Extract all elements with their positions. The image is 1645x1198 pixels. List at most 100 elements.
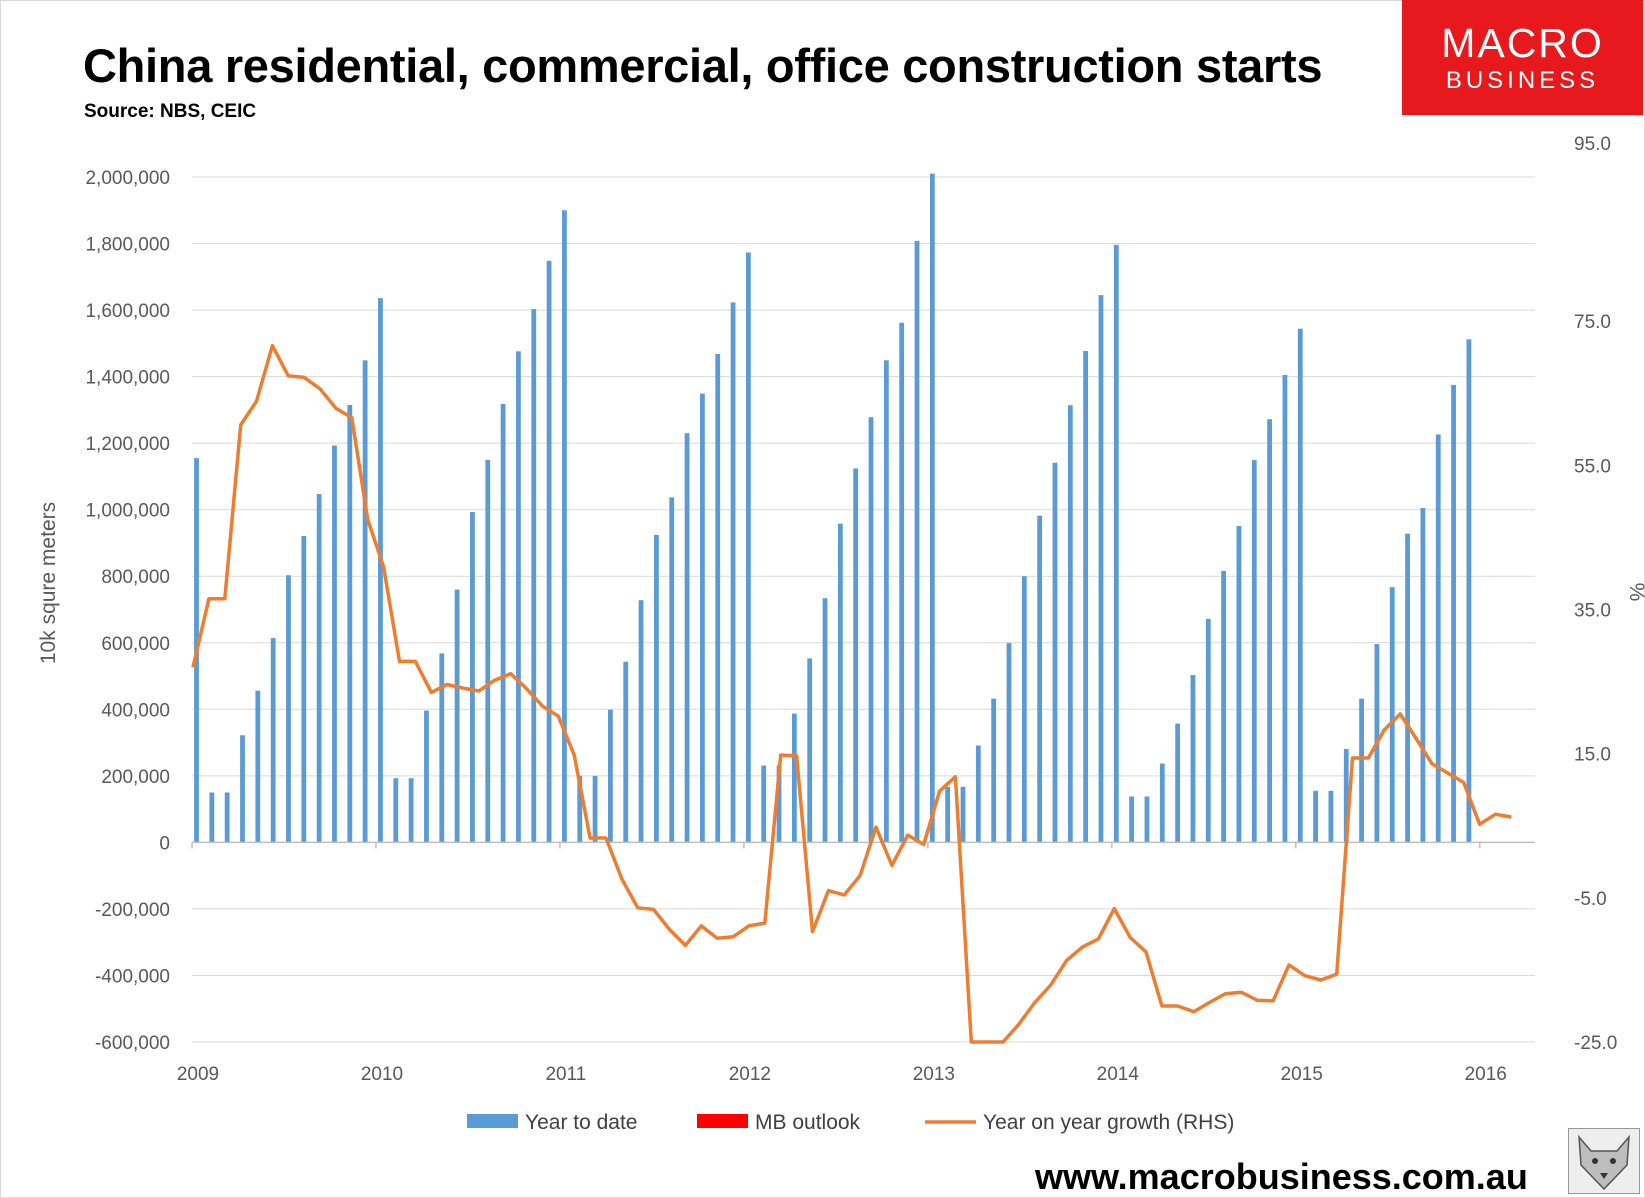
bar xyxy=(347,404,353,843)
bar xyxy=(1067,405,1073,843)
bar xyxy=(577,775,583,843)
bar xyxy=(837,523,843,843)
x-tick-label: 2016 xyxy=(1465,1064,1507,1085)
y-tick-label: -400,000 xyxy=(95,966,170,987)
year-to-date-bars xyxy=(194,173,1472,843)
wolf-icon xyxy=(1578,1134,1630,1191)
bar xyxy=(1037,515,1043,843)
y-tick-label: 200,000 xyxy=(101,767,170,788)
bar xyxy=(592,775,598,843)
bar xyxy=(332,445,337,843)
y2-tick-label: -5.0 xyxy=(1574,889,1607,910)
y-axis-right-ticks: 95.0 75.0 55.0 35.0 15.0 -5.0 -25.0 xyxy=(1574,134,1617,1054)
bar xyxy=(1359,698,1364,843)
y-tick-label: 1,800,000 xyxy=(85,235,170,256)
y-tick-label: -200,000 xyxy=(95,900,170,921)
legend-label-yoy-growth: Year on year growth (RHS) xyxy=(983,1111,1234,1134)
bar xyxy=(1221,570,1227,843)
bar xyxy=(1466,339,1472,843)
y2-tick-label: 75.0 xyxy=(1574,312,1611,333)
x-tick-label: 2013 xyxy=(913,1064,955,1085)
bar xyxy=(562,210,567,843)
bar xyxy=(1420,508,1426,843)
bar xyxy=(975,745,981,843)
x-tick-label: 2009 xyxy=(177,1064,219,1085)
x-axis-ticks: 2009 2010 2011 2012 2013 2014 2015 2016 xyxy=(177,1064,1507,1085)
bar xyxy=(1389,587,1395,843)
x-tick-label: 2012 xyxy=(729,1064,771,1085)
y-tick-label: 800,000 xyxy=(101,567,170,588)
bar xyxy=(807,658,813,843)
bar xyxy=(286,575,291,843)
bar xyxy=(1297,328,1303,843)
bar xyxy=(470,512,475,843)
bar xyxy=(1251,460,1257,843)
legend-swatch-year-to-date xyxy=(467,1114,518,1128)
x-tick-label: 2011 xyxy=(545,1064,586,1085)
bar xyxy=(1083,350,1089,843)
bar xyxy=(1205,618,1211,843)
bar xyxy=(1236,525,1242,843)
bar xyxy=(1098,295,1104,843)
bar xyxy=(1282,374,1288,843)
bar xyxy=(378,298,383,843)
bar xyxy=(1006,643,1012,843)
macrobusiness-logo: MACRO BUSINESS xyxy=(1402,0,1643,115)
logo-line-1: MACRO xyxy=(1441,20,1604,66)
bar xyxy=(1144,796,1150,843)
bar xyxy=(270,638,276,843)
bar xyxy=(623,661,629,843)
bar xyxy=(546,260,552,843)
legend: Year to date MB outlook Year on year gro… xyxy=(467,1111,1234,1134)
logo-line-2: BUSINESS xyxy=(1445,67,1600,94)
bar xyxy=(240,735,245,843)
y2-tick-label: 35.0 xyxy=(1574,601,1611,622)
bar xyxy=(1343,748,1349,843)
bar xyxy=(500,403,506,843)
x-axis xyxy=(191,841,1535,849)
legend-swatch-mb-outlook xyxy=(697,1114,748,1128)
y-tick-label: 400,000 xyxy=(101,700,170,721)
y2-tick-label: -25.0 xyxy=(1574,1033,1617,1054)
bar xyxy=(715,353,721,843)
bar xyxy=(791,713,797,843)
y2-tick-label: 55.0 xyxy=(1574,456,1611,477)
y-tick-label: 1,400,000 xyxy=(85,368,170,389)
bar xyxy=(1021,576,1027,843)
bar xyxy=(224,792,230,843)
bar xyxy=(316,494,322,843)
y-tick-label: 2,000,000 xyxy=(85,168,170,189)
bar xyxy=(945,786,951,843)
bar xyxy=(301,535,307,843)
bar xyxy=(1313,790,1318,843)
y-tick-label: 600,000 xyxy=(101,634,170,655)
yoy-growth-path xyxy=(191,343,1512,1044)
bar xyxy=(1052,462,1058,843)
gridlines xyxy=(192,176,1535,1043)
bar xyxy=(1159,763,1165,843)
y2-tick-label: 15.0 xyxy=(1574,745,1611,766)
y2-axis-label: % xyxy=(1625,583,1645,602)
legend-label-year-to-date: Year to date xyxy=(525,1111,638,1134)
y2-tick-label: 95.0 xyxy=(1574,134,1611,155)
bar xyxy=(1435,434,1441,843)
legend-label-mb-outlook: MB outlook xyxy=(755,1111,861,1134)
bar xyxy=(1190,675,1196,843)
wolf-logo-image xyxy=(1568,1128,1640,1194)
bar xyxy=(424,710,429,843)
y-tick-label: -600,000 xyxy=(95,1033,170,1054)
bar xyxy=(776,765,782,843)
chart-title: China residential, commercial, office co… xyxy=(83,39,1323,92)
bar xyxy=(531,309,537,843)
bar xyxy=(209,792,215,843)
bar xyxy=(1113,244,1119,843)
bar xyxy=(485,459,491,843)
bar xyxy=(899,322,905,843)
bar xyxy=(516,351,521,843)
bar xyxy=(1405,533,1410,843)
bar xyxy=(699,393,705,843)
bar xyxy=(393,778,399,843)
bar xyxy=(1175,723,1181,843)
bar xyxy=(914,240,920,843)
